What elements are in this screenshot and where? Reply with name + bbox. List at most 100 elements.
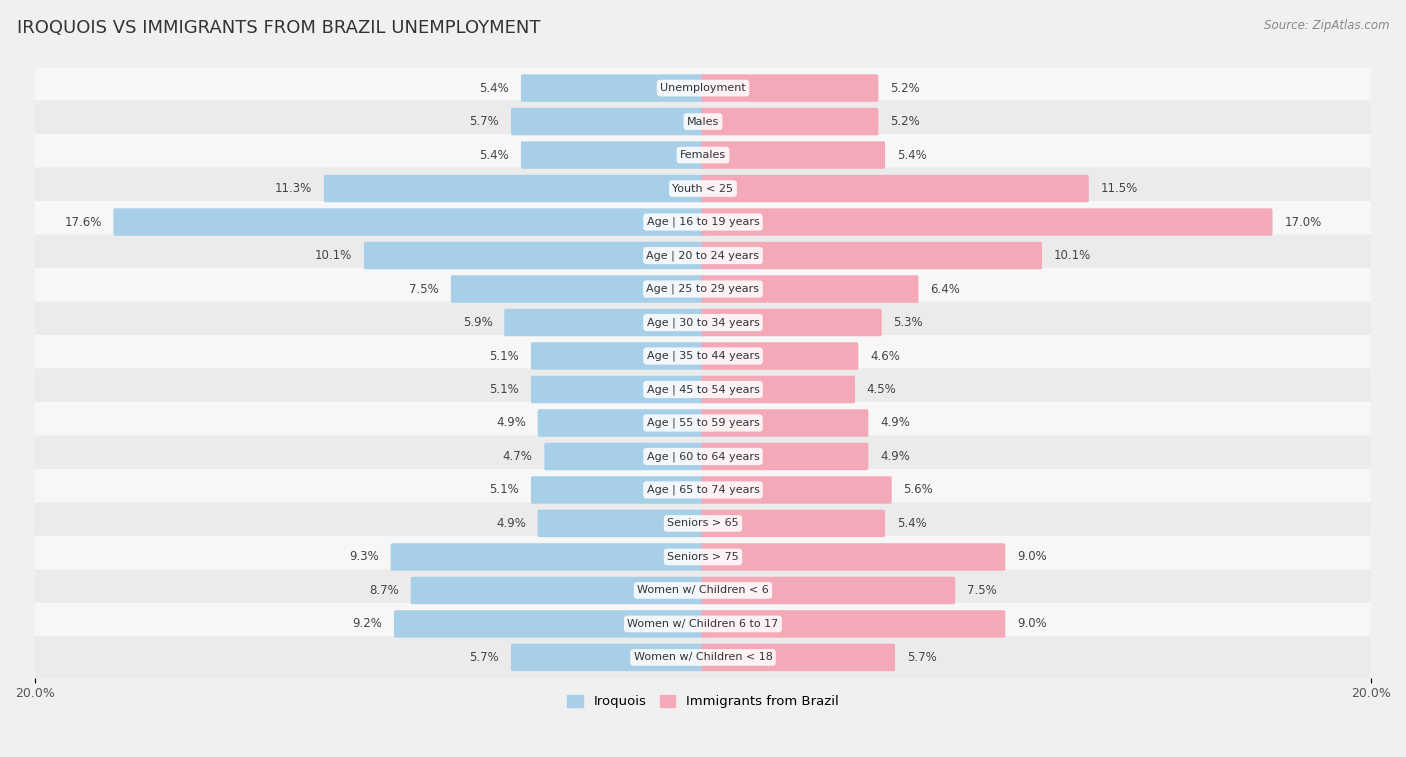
Text: 6.4%: 6.4% [931, 282, 960, 295]
FancyBboxPatch shape [323, 175, 704, 202]
FancyBboxPatch shape [13, 235, 1393, 276]
Text: 11.3%: 11.3% [276, 182, 312, 195]
FancyBboxPatch shape [13, 402, 1393, 444]
Text: Age | 16 to 19 years: Age | 16 to 19 years [647, 217, 759, 227]
FancyBboxPatch shape [394, 610, 704, 637]
FancyBboxPatch shape [537, 410, 704, 437]
FancyBboxPatch shape [391, 544, 704, 571]
FancyBboxPatch shape [13, 101, 1393, 142]
FancyBboxPatch shape [702, 509, 884, 537]
FancyBboxPatch shape [13, 201, 1393, 243]
Text: Seniors > 65: Seniors > 65 [668, 519, 738, 528]
Text: Seniors > 75: Seniors > 75 [666, 552, 740, 562]
Text: Females: Females [681, 150, 725, 160]
FancyBboxPatch shape [537, 509, 704, 537]
FancyBboxPatch shape [510, 107, 704, 136]
FancyBboxPatch shape [702, 276, 918, 303]
FancyBboxPatch shape [13, 637, 1393, 678]
Text: Age | 35 to 44 years: Age | 35 to 44 years [647, 350, 759, 361]
Text: 17.0%: 17.0% [1284, 216, 1322, 229]
Text: 10.1%: 10.1% [1053, 249, 1091, 262]
Text: Unemployment: Unemployment [661, 83, 745, 93]
Text: 5.1%: 5.1% [489, 484, 519, 497]
Text: 7.5%: 7.5% [409, 282, 439, 295]
Text: 5.4%: 5.4% [897, 517, 927, 530]
FancyBboxPatch shape [702, 107, 879, 136]
Text: 11.5%: 11.5% [1101, 182, 1137, 195]
Text: IROQUOIS VS IMMIGRANTS FROM BRAZIL UNEMPLOYMENT: IROQUOIS VS IMMIGRANTS FROM BRAZIL UNEMP… [17, 19, 540, 37]
FancyBboxPatch shape [13, 268, 1393, 310]
Text: 5.2%: 5.2% [890, 115, 920, 128]
Text: 9.2%: 9.2% [353, 618, 382, 631]
Text: 4.6%: 4.6% [870, 350, 900, 363]
FancyBboxPatch shape [364, 241, 704, 269]
Text: 10.1%: 10.1% [315, 249, 353, 262]
Text: 5.6%: 5.6% [904, 484, 934, 497]
Text: 5.3%: 5.3% [893, 316, 922, 329]
FancyBboxPatch shape [531, 375, 704, 403]
Text: Women w/ Children 6 to 17: Women w/ Children 6 to 17 [627, 619, 779, 629]
FancyBboxPatch shape [13, 503, 1393, 544]
Text: 4.7%: 4.7% [503, 450, 533, 463]
Text: 5.1%: 5.1% [489, 383, 519, 396]
FancyBboxPatch shape [702, 175, 1088, 202]
FancyBboxPatch shape [702, 375, 855, 403]
FancyBboxPatch shape [522, 142, 704, 169]
Text: 5.2%: 5.2% [890, 82, 920, 95]
FancyBboxPatch shape [702, 241, 1042, 269]
Text: 5.7%: 5.7% [907, 651, 936, 664]
Text: Age | 65 to 74 years: Age | 65 to 74 years [647, 484, 759, 495]
Text: Women w/ Children < 18: Women w/ Children < 18 [634, 653, 772, 662]
Text: 9.3%: 9.3% [349, 550, 380, 563]
Text: Source: ZipAtlas.com: Source: ZipAtlas.com [1264, 19, 1389, 32]
Text: Age | 30 to 34 years: Age | 30 to 34 years [647, 317, 759, 328]
FancyBboxPatch shape [13, 167, 1393, 210]
FancyBboxPatch shape [702, 309, 882, 336]
Text: 17.6%: 17.6% [65, 216, 101, 229]
FancyBboxPatch shape [531, 476, 704, 503]
Text: Age | 55 to 59 years: Age | 55 to 59 years [647, 418, 759, 428]
FancyBboxPatch shape [702, 410, 869, 437]
FancyBboxPatch shape [13, 301, 1393, 344]
FancyBboxPatch shape [702, 577, 955, 604]
Text: 8.7%: 8.7% [370, 584, 399, 597]
FancyBboxPatch shape [702, 643, 896, 671]
Text: 5.4%: 5.4% [897, 148, 927, 161]
Text: 4.5%: 4.5% [866, 383, 897, 396]
Text: 5.7%: 5.7% [470, 115, 499, 128]
Text: 4.9%: 4.9% [880, 450, 910, 463]
FancyBboxPatch shape [13, 134, 1393, 176]
Text: 7.5%: 7.5% [967, 584, 997, 597]
FancyBboxPatch shape [702, 610, 1005, 637]
FancyBboxPatch shape [702, 142, 884, 169]
FancyBboxPatch shape [451, 276, 704, 303]
Text: 9.0%: 9.0% [1017, 618, 1046, 631]
Text: Age | 20 to 24 years: Age | 20 to 24 years [647, 251, 759, 260]
Text: Age | 45 to 54 years: Age | 45 to 54 years [647, 385, 759, 394]
Text: 5.9%: 5.9% [463, 316, 492, 329]
FancyBboxPatch shape [702, 544, 1005, 571]
Text: Youth < 25: Youth < 25 [672, 183, 734, 194]
FancyBboxPatch shape [13, 536, 1393, 578]
FancyBboxPatch shape [702, 476, 891, 503]
FancyBboxPatch shape [13, 335, 1393, 377]
FancyBboxPatch shape [13, 369, 1393, 410]
Legend: Iroquois, Immigrants from Brazil: Iroquois, Immigrants from Brazil [562, 690, 844, 714]
FancyBboxPatch shape [544, 443, 704, 470]
FancyBboxPatch shape [510, 643, 704, 671]
FancyBboxPatch shape [702, 342, 858, 369]
FancyBboxPatch shape [702, 208, 1272, 235]
Text: 5.7%: 5.7% [470, 651, 499, 664]
Text: 5.4%: 5.4% [479, 148, 509, 161]
Text: Males: Males [688, 117, 718, 126]
Text: Age | 60 to 64 years: Age | 60 to 64 years [647, 451, 759, 462]
Text: 4.9%: 4.9% [496, 517, 526, 530]
FancyBboxPatch shape [13, 603, 1393, 645]
FancyBboxPatch shape [13, 569, 1393, 612]
Text: 9.0%: 9.0% [1017, 550, 1046, 563]
FancyBboxPatch shape [114, 208, 704, 235]
Text: 4.9%: 4.9% [880, 416, 910, 429]
FancyBboxPatch shape [411, 577, 704, 604]
Text: 4.9%: 4.9% [496, 416, 526, 429]
Text: Women w/ Children < 6: Women w/ Children < 6 [637, 585, 769, 596]
